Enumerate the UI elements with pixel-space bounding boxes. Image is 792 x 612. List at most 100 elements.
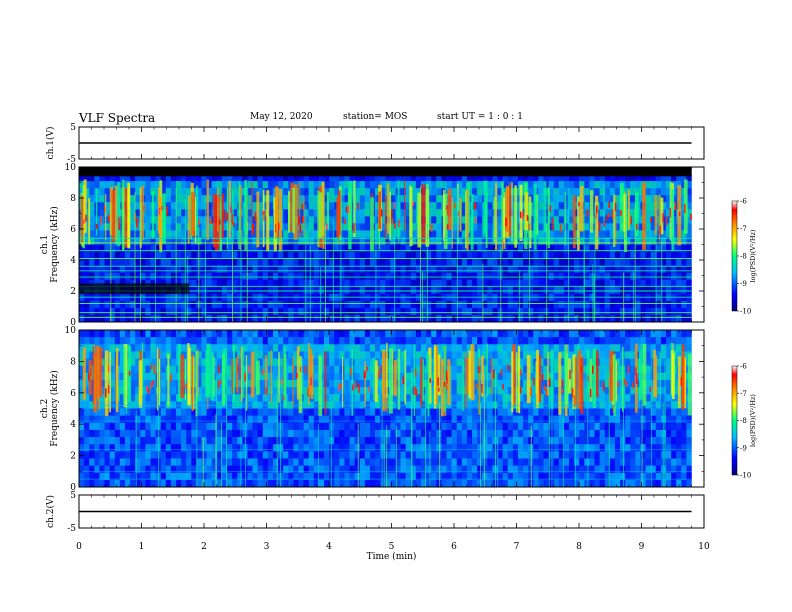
spectrogram-cell	[528, 279, 534, 288]
spectrogram-cell	[364, 330, 371, 338]
spectrogram-cell	[288, 307, 294, 316]
spectrogram-cell	[385, 379, 391, 388]
spectrogram-cell	[308, 188, 315, 196]
spectrogram-cell	[655, 188, 662, 196]
spectrogram-cell	[165, 314, 172, 323]
spectrogram-cell	[196, 387, 202, 395]
spectrogram-cell	[272, 337, 279, 345]
spectrogram-cell	[262, 251, 269, 259]
spectrogram-cell	[232, 307, 238, 316]
spectrogram-cell	[79, 365, 85, 374]
spectrogram-cell	[247, 272, 253, 281]
spectrogram-cell	[124, 472, 131, 481]
spectrogram-cell	[318, 272, 325, 281]
spectrogram-cell	[686, 258, 692, 266]
vlf-emission-burst	[221, 193, 224, 240]
spectrogram-cell	[640, 307, 646, 316]
spectrogram-cell	[79, 314, 85, 323]
spectrogram-cell	[267, 365, 274, 374]
spectrogram-cell	[354, 244, 361, 252]
spectrogram-cell	[344, 188, 350, 196]
spectrogram-cell	[308, 216, 315, 224]
spectrogram-cell	[237, 300, 243, 309]
spectrogram-cell	[400, 216, 406, 224]
spectrogram-cell	[211, 251, 218, 259]
spectrogram-cell	[262, 314, 269, 323]
vlf-emission-peak	[393, 222, 396, 229]
spectrogram-cell	[135, 372, 141, 381]
spectrogram-cell	[272, 372, 279, 381]
spectrogram-cell	[313, 300, 320, 309]
spectrogram-cell	[349, 307, 355, 316]
spectrogram-cell	[334, 351, 340, 359]
spectrogram-cell	[390, 337, 396, 345]
spectrogram-cell	[329, 216, 335, 224]
spectrogram-cell	[298, 188, 304, 196]
spectrogram-cell	[89, 230, 95, 238]
spectrogram-cell	[635, 258, 641, 266]
spectrogram-cell	[140, 237, 146, 245]
spectrogram-cell	[221, 444, 228, 452]
spectrogram-cell	[441, 408, 447, 416]
spectrogram-cell	[227, 307, 233, 316]
spectrogram-cell	[502, 174, 509, 182]
spectrogram-cell	[349, 230, 355, 238]
spectrogram-cell	[625, 272, 631, 281]
spectrogram-cell	[344, 344, 350, 352]
spectrogram-cell	[349, 286, 355, 295]
spectrogram-cell	[84, 330, 90, 338]
spectrogram-cell	[175, 429, 182, 438]
spectrogram-cell	[160, 258, 167, 266]
spectrogram-cell	[349, 202, 355, 210]
spectrogram-cell	[686, 216, 692, 224]
spectrogram-cell	[288, 272, 294, 281]
spectrogram-cell	[390, 216, 396, 224]
spectrogram-cell	[344, 458, 350, 466]
spectrogram-cell	[569, 279, 575, 288]
spectrogram-cell	[533, 279, 539, 288]
spectrogram-cell	[502, 272, 509, 281]
spectrogram-cell	[420, 451, 427, 459]
spectrogram-cell	[308, 209, 315, 217]
spectrogram-cell	[165, 429, 172, 438]
spectrogram-cell	[262, 472, 269, 481]
spectrogram-cell	[247, 479, 253, 488]
spectrogram-cell	[451, 429, 458, 438]
spectrogram-cell	[472, 230, 478, 238]
spectrogram-cell	[170, 330, 177, 338]
spectrogram-cell	[308, 479, 315, 488]
spectrogram-cell	[589, 314, 595, 323]
spectrogram-cell	[221, 422, 228, 431]
spectrogram-cell	[89, 181, 95, 189]
spectrogram-cell	[426, 479, 432, 488]
spectrogram-cell	[640, 251, 646, 259]
spectrogram-cell	[395, 265, 401, 273]
spectrogram-cell	[237, 451, 243, 459]
spectrogram-cell	[354, 258, 361, 266]
spectrogram-cell	[170, 202, 177, 210]
spectrogram-cell	[211, 422, 218, 431]
vlf-emission-burst	[603, 184, 605, 231]
spectrogram-cell	[232, 337, 238, 345]
spectrogram-cell	[94, 330, 100, 338]
spectrogram-cell	[242, 351, 248, 359]
spectrogram-cell	[609, 202, 616, 210]
spectrogram-cell	[456, 372, 463, 381]
spectrogram-cell	[84, 216, 90, 224]
spectrogram-cell	[579, 314, 585, 323]
spectrogram-cell	[364, 265, 371, 273]
spectrogram-cell	[303, 195, 309, 203]
spectrogram-cell	[262, 422, 269, 431]
spectrogram-cell	[242, 458, 248, 466]
spectrogram-cell	[155, 300, 161, 309]
spectrogram-cell	[517, 265, 524, 273]
spectrogram-cell	[272, 387, 279, 395]
spectrogram-cell	[165, 216, 172, 224]
spectrogram-cell	[369, 408, 376, 416]
spectrogram-cell	[410, 472, 417, 481]
spectrogram-cell	[635, 286, 641, 295]
spectrogram-cell	[492, 251, 498, 259]
spectrogram-cell	[227, 415, 233, 424]
spectrogram-cell	[104, 195, 110, 203]
spectrogram-cell	[558, 209, 565, 217]
